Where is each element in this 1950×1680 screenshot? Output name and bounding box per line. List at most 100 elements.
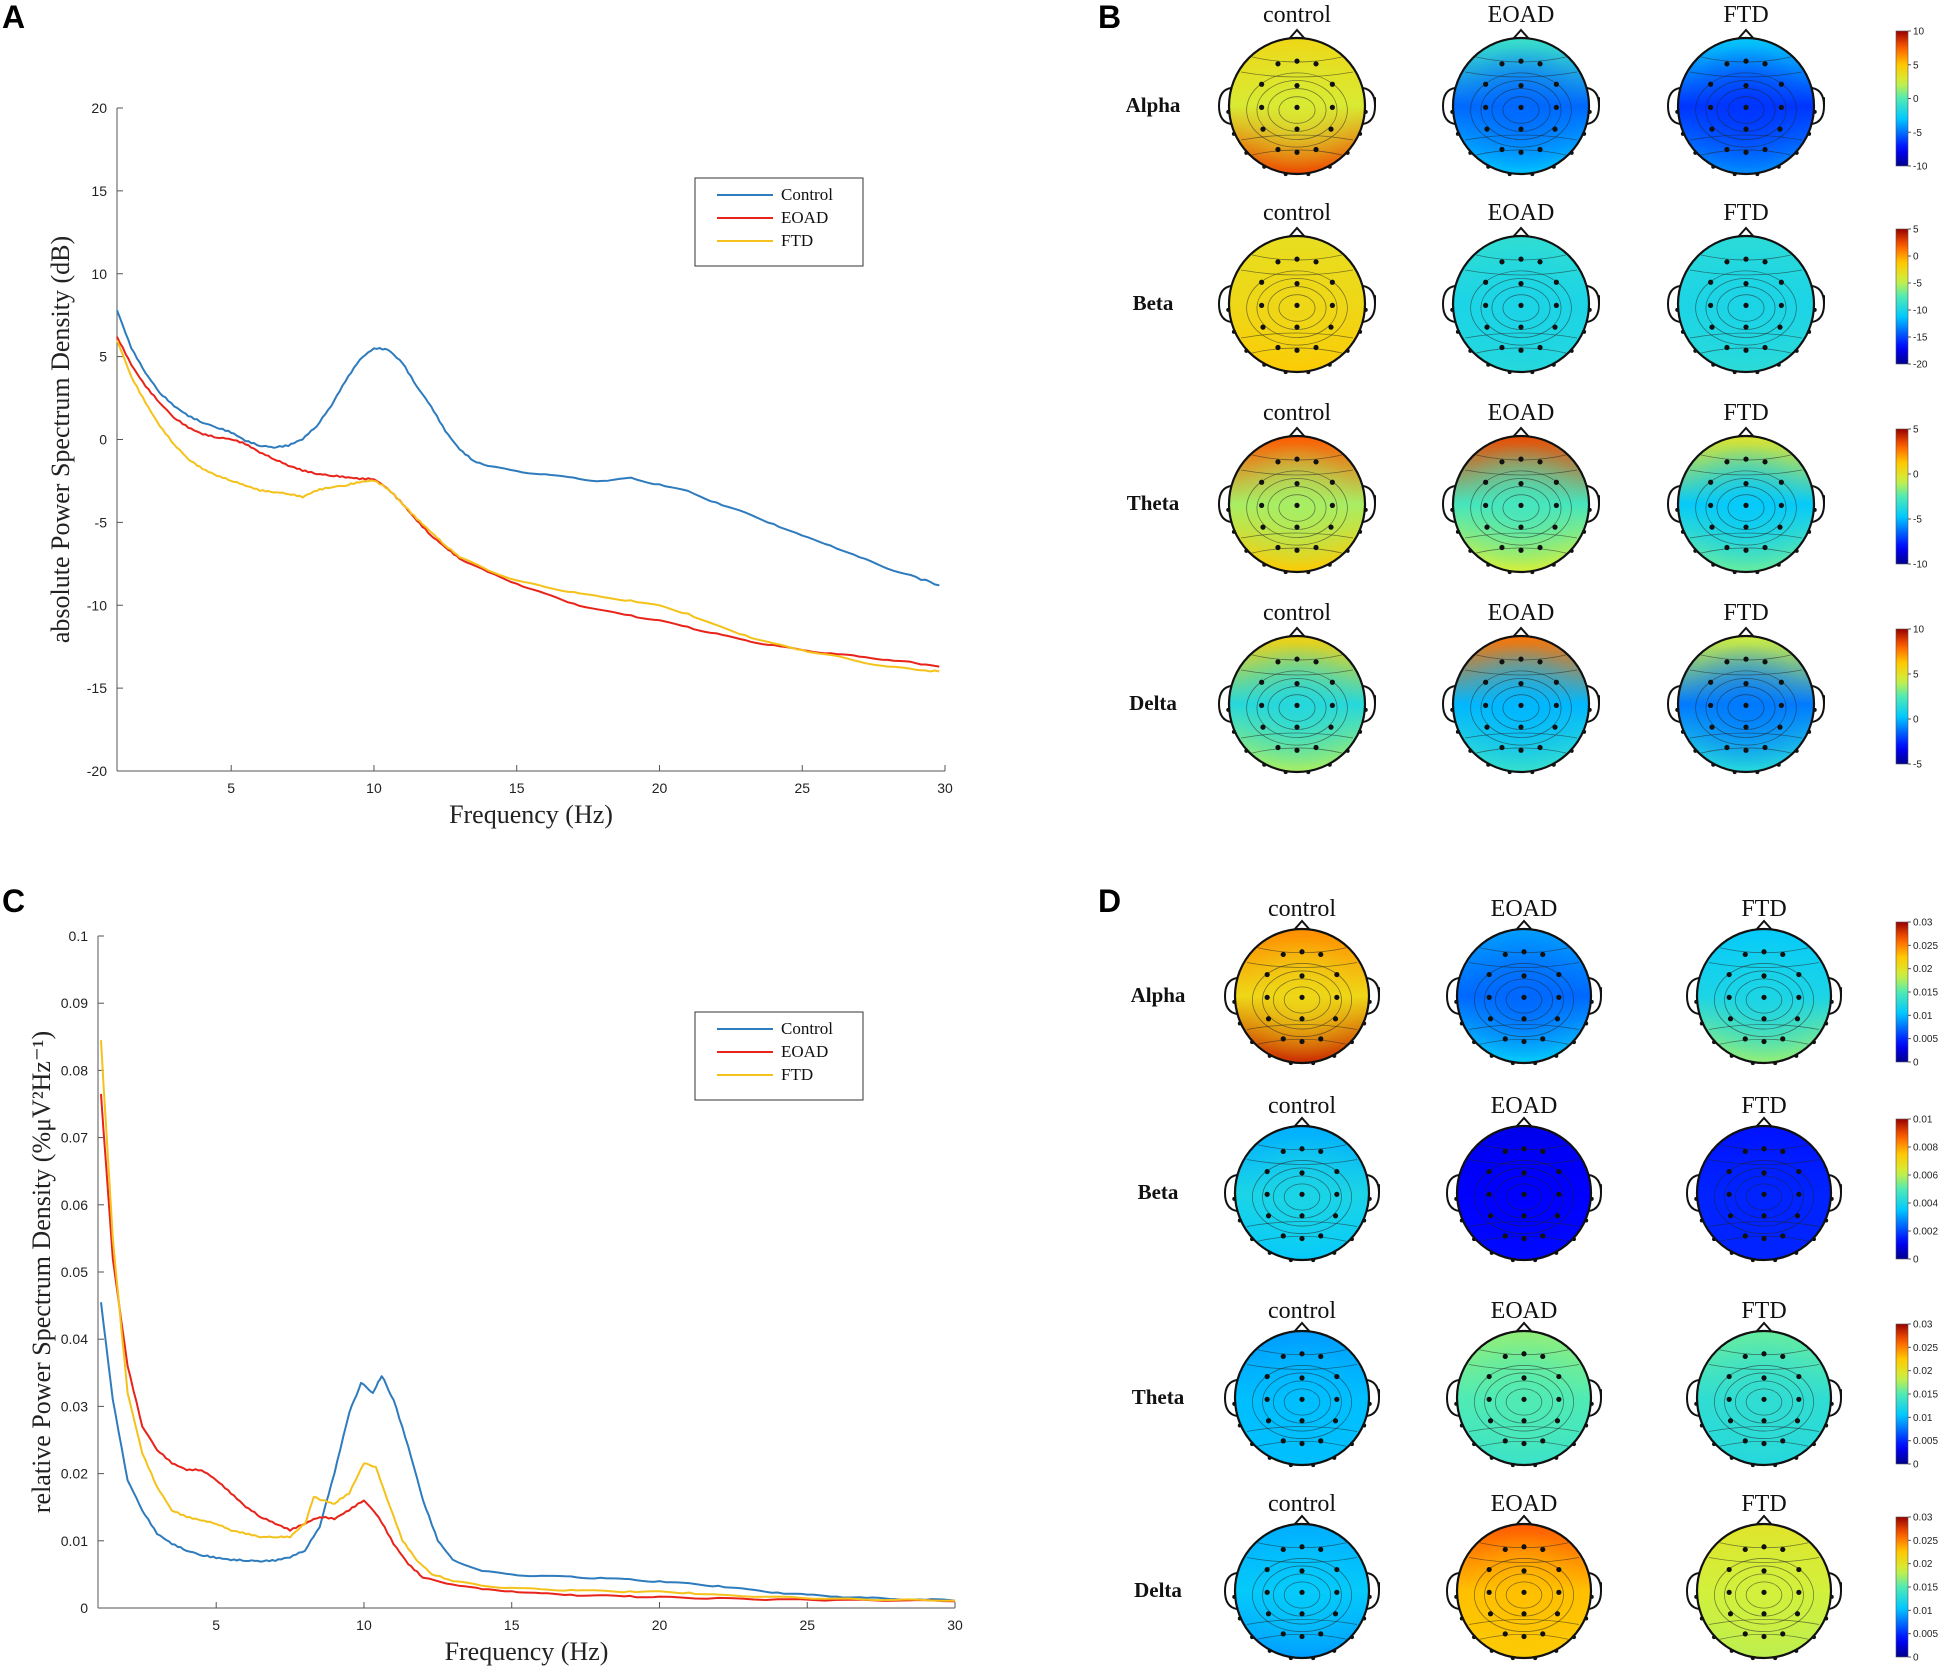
b-topomap-beta-ftd-left-ear bbox=[1666, 285, 1681, 323]
c-x-tick-label: 20 bbox=[652, 1617, 668, 1633]
d-topomap-theta-ftd-electrode bbox=[1761, 1418, 1767, 1424]
b-topomap-delta-control-electrode bbox=[1313, 659, 1319, 665]
b-group-title-control: control bbox=[1263, 400, 1331, 426]
b-topomap-theta-control-electrode bbox=[1329, 479, 1335, 485]
d-topomap-theta-control-electrode bbox=[1265, 1418, 1272, 1424]
b-topomap-alpha-eoad-electrode bbox=[1518, 83, 1524, 89]
b-topomap-alpha-ftd-contour-line bbox=[1689, 71, 1803, 78]
c-y-tick-label: 0.09 bbox=[61, 995, 88, 1011]
b-topomap-beta-control-rim-marker bbox=[1283, 370, 1288, 375]
d-topomap-delta-eoad-left-ear bbox=[1445, 1572, 1460, 1610]
b-topomap-delta-control-contour-line bbox=[1240, 669, 1354, 676]
d-topomap-alpha-control-rim-marker bbox=[1250, 1040, 1255, 1045]
d-topomap-delta-ftd-electrode bbox=[1742, 1546, 1748, 1553]
d-topomap-theta-control-electrode bbox=[1280, 1353, 1286, 1360]
b-topomap-alpha-ftd-left-ear bbox=[1666, 87, 1681, 125]
d-group-title-eoad: EOAD bbox=[1491, 1093, 1558, 1119]
b-topomap-beta-ftd-electrode bbox=[1762, 344, 1768, 351]
d-topomap-beta-eoad-rim-marker bbox=[1510, 1258, 1515, 1263]
b-topomap-beta-control-left-ear bbox=[1217, 285, 1232, 323]
d-topomap-theta-ftd-rim-marker bbox=[1794, 1455, 1799, 1460]
d-topomap-theta-ftd-electrode bbox=[1796, 1396, 1802, 1402]
b-topomap-beta-control-contour-line bbox=[1256, 278, 1338, 338]
b-topomap-alpha-control-rim-marker bbox=[1363, 109, 1368, 114]
d-topomap-delta-eoad-rim-marker bbox=[1589, 1594, 1594, 1599]
panel-letter-b: B bbox=[1098, 0, 1121, 35]
d-topomap-alpha-eoad-electrode bbox=[1521, 949, 1527, 955]
b-colorbar-tick-label: -10 bbox=[1913, 306, 1928, 317]
c-y-tick-label: 0.1 bbox=[69, 928, 89, 944]
b-group-title-eoad: EOAD bbox=[1488, 400, 1555, 426]
d-topomap-beta-control-electrode bbox=[1318, 1148, 1324, 1155]
c-x-tick-label: 30 bbox=[947, 1617, 963, 1633]
b-topomap-alpha-eoad-electrode bbox=[1518, 104, 1524, 110]
b-topomap-delta-eoad-rim-marker bbox=[1569, 748, 1574, 753]
d-topomap-alpha-eoad-electrode bbox=[1502, 951, 1508, 958]
b-topomap-beta-control-rim-marker bbox=[1345, 348, 1350, 353]
d-topomap-theta-control-contour-line bbox=[1283, 1388, 1321, 1416]
d-topomap-beta-ftd-electrode bbox=[1761, 1213, 1767, 1219]
b-topomap-delta-control-electrode bbox=[1260, 724, 1266, 730]
b-topomap-delta-ftd-contour-line bbox=[1705, 678, 1787, 738]
d-topomap-beta-control-electrode bbox=[1265, 1213, 1272, 1219]
b-topomap-theta-ftd-electrode bbox=[1724, 544, 1730, 551]
d-topomap-theta-control-head-outline bbox=[1233, 1329, 1371, 1467]
b-topomap-beta-control-rim-marker bbox=[1306, 370, 1311, 375]
a-series-eoad bbox=[116, 336, 940, 668]
b-colorbar-tick-label: 5 bbox=[1913, 225, 1919, 236]
d-topomap-delta-ftd-contour-line bbox=[1745, 1581, 1783, 1609]
b-group-title-control: control bbox=[1263, 600, 1331, 626]
b-topomap-beta-eoad-electrode bbox=[1552, 324, 1558, 330]
b-topomap-beta-ftd-electrode bbox=[1778, 279, 1784, 285]
d-group-title-ftd: FTD bbox=[1741, 1298, 1786, 1324]
d-topomap-theta-eoad-contour-line bbox=[1468, 1426, 1580, 1432]
d-topomap-theta-ftd-right-ear bbox=[1828, 1379, 1843, 1417]
d-topomap-theta-eoad-electrode bbox=[1521, 1396, 1527, 1402]
d-topomap-theta-control-electrode bbox=[1332, 1418, 1339, 1424]
c-series-eoad bbox=[100, 1093, 956, 1603]
b-topomap-theta-ftd-rim-marker bbox=[1776, 562, 1781, 567]
b-topomap-beta-eoad-electrode bbox=[1553, 279, 1559, 285]
d-topomap-theta-control-rim-marker bbox=[1332, 1455, 1337, 1460]
d-topomap-theta-ftd-rim-marker bbox=[1824, 1423, 1829, 1428]
b-topomap-beta-ftd-electrode bbox=[1708, 279, 1714, 285]
b-topomap-alpha-ftd-electrode bbox=[1708, 81, 1714, 87]
d-topomap-alpha-control-electrode bbox=[1299, 1038, 1305, 1045]
c-x-tick-label: 15 bbox=[504, 1617, 520, 1633]
d-topomap-theta-ftd-electrode bbox=[1761, 1396, 1767, 1402]
d-topomap-delta-control-electrode bbox=[1280, 1546, 1286, 1553]
b-topomap-beta-ftd-contour-line bbox=[1689, 332, 1803, 339]
b-topomap-theta-eoad-contour-line bbox=[1464, 532, 1578, 539]
d-topomap-beta-eoad-electrode bbox=[1521, 1170, 1527, 1176]
c-x-tick-label: 25 bbox=[799, 1617, 815, 1633]
d-topomap-theta-control-nose bbox=[1293, 1321, 1311, 1333]
b-topomap-theta-eoad-electrode bbox=[1518, 524, 1524, 530]
d-topomap-theta-eoad-electrode bbox=[1487, 1418, 1494, 1424]
b-topomap-delta-control-rim-marker bbox=[1262, 762, 1267, 767]
d-topomap-alpha-ftd-electrode bbox=[1761, 949, 1767, 955]
d-colorbar-tick-label: 0.01 bbox=[1913, 1011, 1933, 1022]
b-topomap-theta-control-electrode bbox=[1294, 547, 1300, 553]
d-topomap-alpha-ftd-electrode bbox=[1742, 1036, 1748, 1042]
b-topomap-alpha-control-electrode bbox=[1313, 146, 1319, 153]
b-topomap-beta-eoad-rim-marker bbox=[1455, 329, 1460, 334]
a-y-tick-label: -10 bbox=[87, 597, 107, 613]
b-topomap-alpha-control-left-ear bbox=[1217, 87, 1232, 125]
d-topomap-alpha-eoad-electrode bbox=[1521, 1016, 1527, 1022]
d-topomap-theta-control-electrode bbox=[1318, 1438, 1324, 1444]
d-topomap-delta-eoad-electrode bbox=[1556, 1589, 1562, 1595]
b-topomap-alpha-control-rim-marker bbox=[1262, 164, 1267, 169]
d-topomap-alpha-eoad-electrode bbox=[1521, 994, 1527, 1000]
b-topomap-beta-eoad-contour-line bbox=[1502, 294, 1540, 322]
d-topomap-delta-control-electrode bbox=[1318, 1631, 1324, 1637]
d-topomap-theta-eoad-electrode bbox=[1540, 1353, 1546, 1360]
b-topomap-theta-ftd-nose bbox=[1737, 426, 1755, 438]
d-topomap-beta-eoad-rim-marker bbox=[1489, 1250, 1494, 1255]
b-topomap-delta-eoad-electrode bbox=[1518, 724, 1524, 730]
b-topomap-delta-ftd-rim-marker bbox=[1675, 707, 1680, 712]
d-topomap-delta-control-rim-marker bbox=[1267, 1648, 1272, 1653]
d-topomap-alpha-eoad-electrode bbox=[1487, 1016, 1494, 1022]
d-topomap-theta-ftd-contour-line bbox=[1745, 1388, 1783, 1416]
d-topomap-delta-ftd-right-ear bbox=[1828, 1572, 1843, 1610]
b-topomap-delta-control-rim-marker bbox=[1244, 748, 1249, 753]
